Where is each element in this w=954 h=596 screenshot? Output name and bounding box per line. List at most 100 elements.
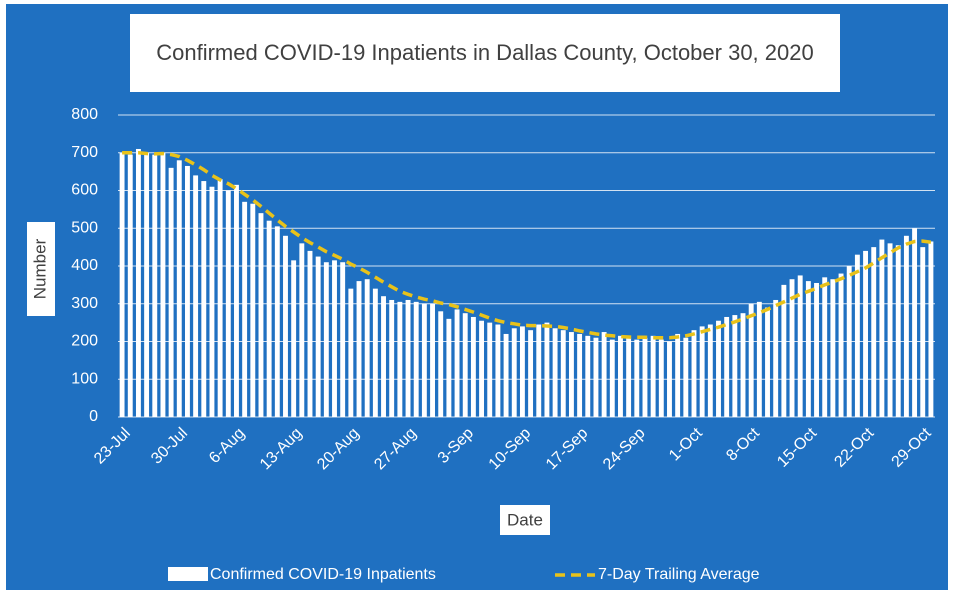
bar <box>920 247 926 417</box>
bar <box>773 299 779 417</box>
y-tick-label: 800 <box>71 106 98 123</box>
bar <box>789 279 795 417</box>
bar <box>356 281 362 417</box>
y-tick-label: 200 <box>71 333 98 350</box>
bar <box>135 148 141 417</box>
x-axis-label: Date <box>507 510 543 529</box>
y-tick-label: 400 <box>71 257 98 274</box>
bar <box>536 324 542 417</box>
bar <box>691 330 697 417</box>
bar <box>699 326 705 417</box>
bar <box>732 315 738 417</box>
y-tick-label: 700 <box>71 144 98 161</box>
x-label-box <box>500 505 550 535</box>
bar <box>683 337 689 417</box>
bar <box>838 273 844 417</box>
bar <box>193 175 199 417</box>
bar <box>830 279 836 417</box>
bar <box>217 179 223 417</box>
bar <box>601 332 607 417</box>
bar <box>307 250 313 417</box>
bar <box>863 250 869 417</box>
bar <box>266 220 272 417</box>
bar <box>446 318 452 417</box>
bar <box>225 190 231 417</box>
bar <box>274 226 280 417</box>
bar <box>184 165 190 417</box>
bar <box>740 313 746 417</box>
bar <box>650 335 656 417</box>
bar <box>895 245 901 417</box>
bar <box>626 337 632 417</box>
bar <box>854 254 860 417</box>
bar <box>912 228 918 417</box>
bar <box>805 281 811 417</box>
bar <box>609 339 615 417</box>
bar <box>560 330 566 417</box>
bar <box>364 279 370 417</box>
bar <box>258 213 264 417</box>
bar <box>250 203 256 417</box>
bar <box>748 303 754 417</box>
bar <box>871 247 877 417</box>
bar <box>315 256 321 417</box>
legend-swatch <box>168 567 208 581</box>
bar <box>503 333 509 417</box>
bar <box>144 152 150 417</box>
bar <box>928 241 934 417</box>
bar <box>585 335 591 417</box>
y-label-box <box>27 222 55 316</box>
bar <box>430 303 435 417</box>
bar <box>323 262 329 417</box>
bar <box>618 335 623 417</box>
bar <box>119 152 125 417</box>
bar <box>846 266 852 417</box>
bar <box>707 324 713 417</box>
bar <box>552 328 558 417</box>
bar <box>299 243 305 417</box>
bar <box>454 309 460 417</box>
bar <box>283 235 288 417</box>
y-tick-label: 300 <box>71 295 98 312</box>
bar <box>887 243 893 417</box>
bar <box>209 186 215 417</box>
bar <box>479 320 485 417</box>
bar <box>511 328 517 417</box>
bar <box>372 288 378 417</box>
bar <box>405 299 411 417</box>
bar <box>381 296 386 417</box>
bar <box>168 167 174 417</box>
bar <box>176 160 182 418</box>
bar <box>544 322 550 417</box>
bar <box>348 288 354 417</box>
y-tick-label: 600 <box>71 182 98 199</box>
bar <box>642 337 648 417</box>
bar <box>528 330 534 417</box>
bar <box>756 301 762 417</box>
bar <box>658 339 664 417</box>
legend-label: Confirmed COVID-19 Inpatients <box>210 566 436 583</box>
bar <box>822 277 828 417</box>
bar <box>487 322 493 417</box>
y-tick-label: 500 <box>71 219 98 236</box>
bar <box>340 262 346 417</box>
bar <box>781 284 787 417</box>
bar <box>577 333 583 417</box>
bar <box>462 313 468 417</box>
bar <box>765 307 770 417</box>
bar <box>291 260 297 417</box>
y-axis-label: Number <box>30 238 49 299</box>
title-box <box>130 14 840 92</box>
chart-title: Confirmed COVID-19 Inpatients in Dallas … <box>156 40 814 65</box>
bar <box>389 299 395 417</box>
bar <box>152 154 158 417</box>
bar <box>519 326 525 417</box>
bar <box>413 301 419 417</box>
bar <box>421 303 427 417</box>
bar <box>470 316 476 417</box>
bar <box>724 316 730 417</box>
bar <box>160 152 166 417</box>
bar <box>397 301 403 417</box>
bar <box>667 341 672 417</box>
bar <box>814 282 819 417</box>
